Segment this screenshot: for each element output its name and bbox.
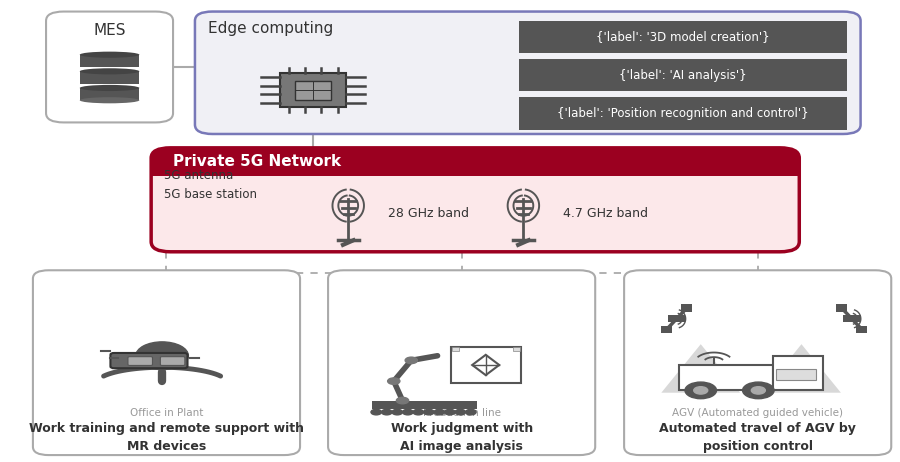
FancyBboxPatch shape: [160, 357, 184, 365]
Ellipse shape: [80, 52, 140, 58]
Polygon shape: [762, 344, 841, 393]
Text: Work judgment with
AI image analysis: Work judgment with AI image analysis: [391, 422, 533, 453]
Circle shape: [405, 357, 418, 364]
FancyBboxPatch shape: [328, 270, 595, 455]
Bar: [80, 55, 140, 67]
Circle shape: [413, 409, 424, 415]
Bar: [836, 304, 847, 312]
Circle shape: [465, 409, 476, 415]
Text: Private 5G Network: Private 5G Network: [173, 154, 341, 169]
Circle shape: [445, 409, 455, 415]
Circle shape: [402, 409, 413, 415]
Bar: [519, 59, 848, 91]
Text: Edge computing: Edge computing: [208, 21, 333, 36]
Circle shape: [752, 387, 765, 394]
FancyBboxPatch shape: [33, 270, 300, 455]
Bar: [152, 159, 798, 176]
Text: MES: MES: [94, 23, 126, 38]
Bar: [280, 73, 346, 107]
Bar: [372, 401, 477, 409]
Circle shape: [382, 409, 392, 415]
Text: Office in Plant: Office in Plant: [130, 408, 203, 419]
Bar: [668, 315, 686, 322]
Bar: [857, 326, 868, 333]
Text: {'label': '3D model creation'}: {'label': '3D model creation'}: [597, 30, 770, 43]
Text: 5G antenna
5G base station: 5G antenna 5G base station: [165, 169, 257, 201]
FancyBboxPatch shape: [624, 270, 891, 455]
FancyBboxPatch shape: [111, 353, 187, 368]
Text: Automated travel of AGV by
position control: Automated travel of AGV by position cont…: [659, 422, 856, 453]
Ellipse shape: [80, 68, 140, 74]
Bar: [773, 356, 824, 390]
Circle shape: [371, 409, 382, 415]
Circle shape: [434, 409, 445, 415]
Circle shape: [742, 382, 774, 399]
Polygon shape: [662, 344, 740, 393]
Text: AGV (Automated guided vehicle): AGV (Automated guided vehicle): [672, 408, 843, 419]
Text: 28 GHz band: 28 GHz band: [388, 207, 469, 220]
Circle shape: [388, 378, 400, 384]
Ellipse shape: [80, 97, 140, 103]
Bar: [295, 80, 331, 100]
Ellipse shape: [80, 85, 140, 91]
Bar: [776, 369, 816, 380]
Bar: [80, 71, 140, 84]
Circle shape: [455, 409, 465, 415]
FancyBboxPatch shape: [128, 357, 152, 365]
Text: Production line: Production line: [423, 408, 500, 419]
FancyBboxPatch shape: [151, 148, 799, 176]
Text: {'label': 'AI analysis'}: {'label': 'AI analysis'}: [619, 69, 747, 82]
Text: {'label': 'Position recognition and control'}: {'label': 'Position recognition and cont…: [557, 107, 809, 120]
Circle shape: [136, 342, 188, 370]
Bar: [679, 365, 773, 390]
Circle shape: [694, 387, 707, 394]
FancyBboxPatch shape: [195, 12, 860, 134]
Bar: [513, 347, 520, 351]
FancyBboxPatch shape: [151, 148, 799, 252]
Bar: [80, 88, 140, 100]
FancyBboxPatch shape: [46, 12, 173, 122]
Circle shape: [685, 382, 716, 399]
Circle shape: [396, 397, 409, 404]
Bar: [519, 97, 848, 130]
Bar: [452, 347, 459, 351]
Circle shape: [424, 409, 434, 415]
Bar: [519, 21, 848, 53]
Text: 4.7 GHz band: 4.7 GHz band: [562, 207, 648, 220]
Bar: [843, 315, 860, 322]
Bar: [681, 304, 692, 312]
Circle shape: [392, 409, 402, 415]
Text: Work training and remote support with
MR devices: Work training and remote support with MR…: [29, 422, 304, 453]
Bar: [451, 346, 521, 383]
Bar: [662, 326, 672, 333]
